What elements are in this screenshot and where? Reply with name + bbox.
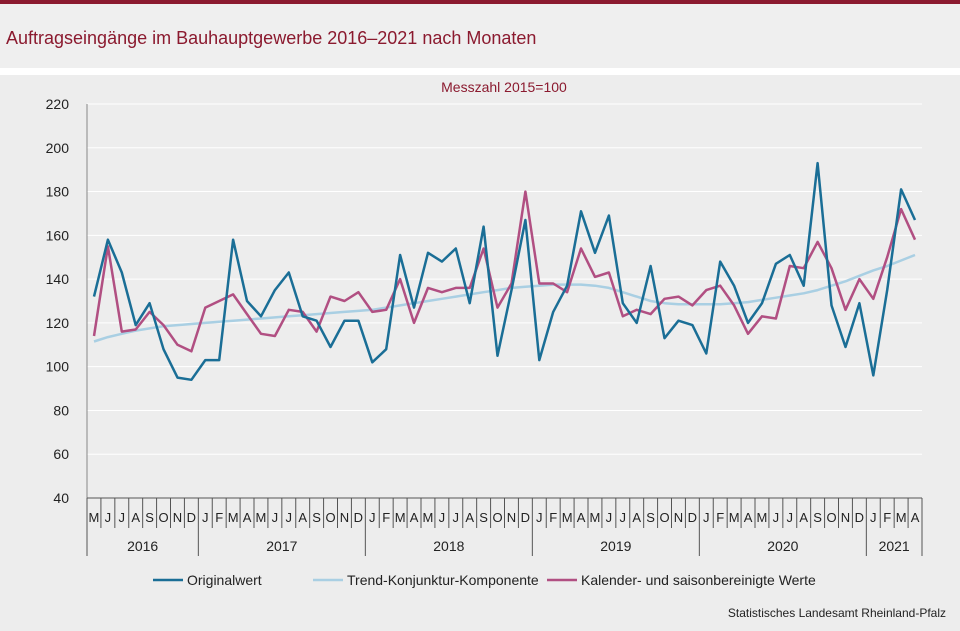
x-tick-label: S <box>145 510 154 525</box>
series-line-1 <box>92 161 917 382</box>
x-tick-label: A <box>799 510 808 525</box>
source-note: Statistisches Landesamt Rheinland-Pfalz <box>727 606 946 620</box>
x-tick-label: F <box>716 510 724 525</box>
gridlines <box>86 103 922 498</box>
year-label: 2021 <box>879 538 910 554</box>
title-bar: Auftragseingänge im Bauhauptgewerbe 2016… <box>0 4 960 68</box>
y-tick-label: 100 <box>46 359 70 375</box>
chart-subtitle: Messzahl 2015=100 <box>441 79 567 95</box>
legend-label: Trend-Konjunktur-Komponente <box>347 572 539 588</box>
x-tick-label: D <box>354 510 363 525</box>
x-tick-label: M <box>896 510 907 525</box>
series-line-2 <box>93 253 916 343</box>
x-tick-label: J <box>773 510 780 525</box>
x-tick-label: D <box>855 510 864 525</box>
chart-title: Auftragseingänge im Bauhauptgewerbe 2016… <box>6 28 537 48</box>
x-tick-label: M <box>228 510 239 525</box>
x-tick-label: J <box>369 510 376 525</box>
x-tick-label: O <box>492 510 502 525</box>
x-tick-label: J <box>536 510 543 525</box>
x-tick-label: J <box>787 510 794 525</box>
x-tick-label: A <box>131 510 140 525</box>
x-tick-label: J <box>105 510 112 525</box>
y-tick-label: 180 <box>46 184 70 200</box>
x-tick-label: D <box>688 510 697 525</box>
x-tick-label: J <box>286 510 293 525</box>
x-tick-label: M <box>757 510 768 525</box>
x-tick-label: M <box>562 510 573 525</box>
x-tick-label: A <box>465 510 474 525</box>
chart-background <box>0 75 960 631</box>
y-tick-label: 140 <box>46 271 70 287</box>
x-tick-label: O <box>158 510 168 525</box>
y-tick-label: 80 <box>53 402 69 418</box>
x-tick-label: M <box>729 510 740 525</box>
x-tick-label: N <box>507 510 516 525</box>
series-lines <box>92 161 917 382</box>
x-tick-label: J <box>272 510 279 525</box>
x-tick-label: J <box>439 510 446 525</box>
x-tick-label: M <box>256 510 267 525</box>
x-tick-label: S <box>312 510 321 525</box>
x-tick-label: N <box>173 510 182 525</box>
x-tick-label: F <box>883 510 891 525</box>
year-label: 2019 <box>600 538 631 554</box>
legend-label: Originalwert <box>187 572 262 588</box>
x-tick-label: M <box>590 510 601 525</box>
x-tick-label: M <box>89 510 100 525</box>
x-tick-label: N <box>841 510 850 525</box>
x-tick-label: S <box>646 510 655 525</box>
y-tick-label: 40 <box>53 490 69 506</box>
x-tick-label: N <box>674 510 683 525</box>
legend: Originalwert Trend-Konjunktur-Komponente K… <box>153 572 816 588</box>
x-tick-label: N <box>340 510 349 525</box>
x-tick-label: F <box>549 510 557 525</box>
x-tick-label: A <box>577 510 586 525</box>
y-tick-label: 120 <box>46 315 70 331</box>
x-tick-label: J <box>703 510 710 525</box>
x-tick-label: O <box>826 510 836 525</box>
x-tick-label: M <box>423 510 434 525</box>
x-tick-label: A <box>911 510 920 525</box>
x-tick-label: J <box>119 510 126 525</box>
x-tick-label: A <box>744 510 753 525</box>
x-tick-label: S <box>813 510 822 525</box>
year-label: 2017 <box>266 538 297 554</box>
series-line-3 <box>92 190 917 353</box>
x-tick-label: S <box>479 510 488 525</box>
year-label: 2016 <box>127 538 158 554</box>
x-tick-label: O <box>325 510 335 525</box>
x-tick-label: F <box>382 510 390 525</box>
x-tick-label: D <box>187 510 196 525</box>
top-accent-bar <box>0 0 960 4</box>
legend-label: Kalender- und saisonbereinigte Werte <box>581 572 816 588</box>
x-tick-label: J <box>620 510 627 525</box>
year-label: 2018 <box>433 538 464 554</box>
x-tick-label: J <box>453 510 460 525</box>
y-tick-label: 200 <box>46 140 70 156</box>
y-tick-label: 60 <box>53 446 69 462</box>
x-tick-label: M <box>395 510 406 525</box>
x-tick-label: A <box>632 510 641 525</box>
x-tick-label: J <box>870 510 877 525</box>
x-tick-label: O <box>659 510 669 525</box>
y-axis-ticks: 40 60 80 100 120 140 160 180 200 220 <box>46 96 70 506</box>
x-tick-label: J <box>606 510 613 525</box>
x-tick-label: D <box>521 510 530 525</box>
y-tick-label: 160 <box>46 227 70 243</box>
year-label: 2020 <box>767 538 798 554</box>
x-tick-label: F <box>215 510 223 525</box>
x-tick-label: A <box>243 510 252 525</box>
x-tick-label: A <box>410 510 419 525</box>
y-tick-label: 220 <box>46 96 70 112</box>
x-tick-label: A <box>298 510 307 525</box>
x-tick-label: J <box>202 510 209 525</box>
